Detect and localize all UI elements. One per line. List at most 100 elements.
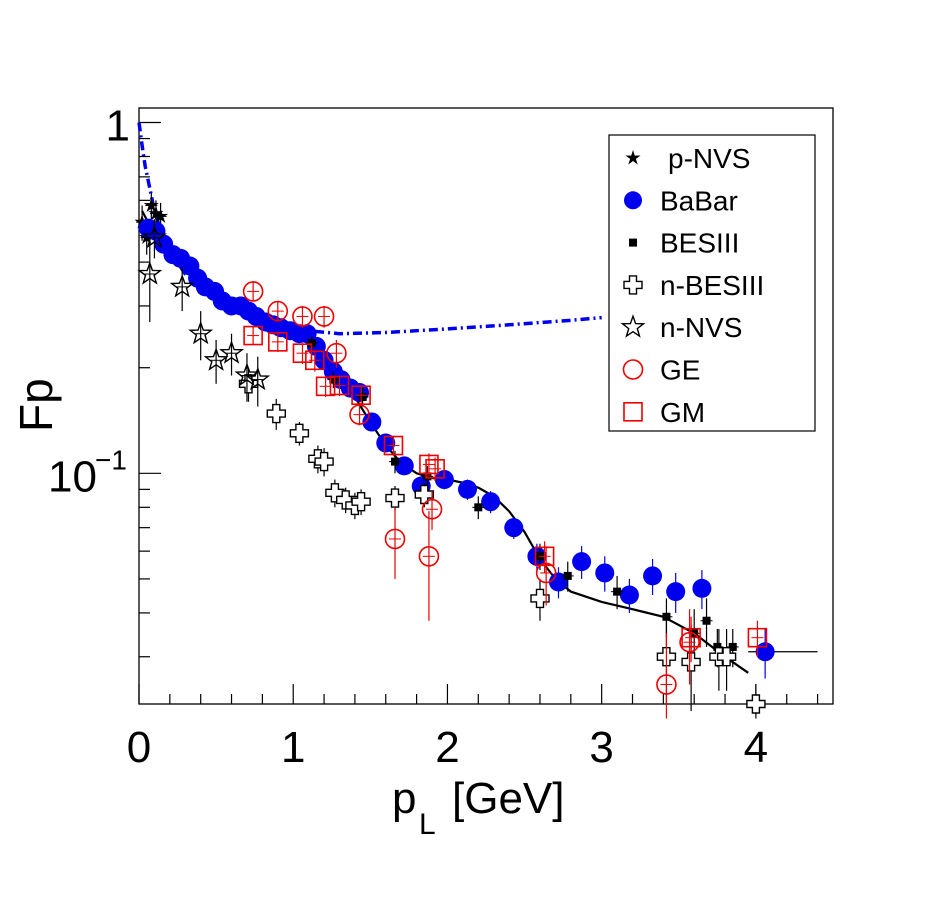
data-point [746, 694, 766, 714]
data-point [313, 306, 335, 327]
data-point [242, 281, 264, 302]
data-point [613, 587, 622, 596]
data-point [423, 472, 432, 481]
data-point [474, 503, 483, 512]
data-point [385, 488, 405, 508]
legend-item-n-besiii: n-BESIII [623, 270, 764, 301]
data-point [203, 347, 229, 371]
data-point [530, 588, 550, 609]
data-point [329, 375, 350, 396]
legend-marker [629, 238, 637, 247]
legend-marker [625, 150, 641, 165]
data-point [481, 492, 501, 512]
data-point [716, 647, 737, 667]
data-point [349, 404, 370, 425]
data-point [326, 342, 347, 364]
data-point [755, 642, 775, 662]
data-point [414, 484, 434, 505]
legend-marker [620, 314, 646, 338]
x-axis-label-unit: [GeV] [452, 774, 565, 823]
data-point [656, 674, 677, 695]
data-point [292, 343, 313, 363]
data-point [572, 552, 592, 572]
data-point [362, 412, 382, 432]
data-point [666, 582, 686, 602]
data-point [643, 566, 663, 586]
data-point [358, 393, 367, 402]
data-point [563, 571, 572, 580]
data-point [384, 528, 406, 550]
data-point [153, 208, 169, 223]
legend-marker [623, 401, 643, 422]
data-point [329, 375, 338, 384]
data-point [267, 300, 289, 322]
data-point [143, 197, 159, 212]
data-point [266, 403, 286, 424]
legend-box [608, 134, 816, 432]
data-point [434, 470, 454, 490]
data-point [383, 435, 404, 456]
data-point [702, 616, 711, 625]
x-axis-label-subscript: L [419, 808, 436, 841]
legend-label: GM [660, 397, 705, 428]
legend-marker [624, 191, 642, 210]
legend-item-p-nvs: p-NVS [625, 143, 750, 174]
series-n-nvs [137, 219, 271, 407]
data-point [535, 562, 557, 584]
legend-label: BaBar [660, 185, 738, 216]
legend: p-NVS BaBar BESIII n-BESIII n-NVS GE GM [608, 134, 816, 432]
data-point [391, 457, 400, 466]
data-point [457, 479, 477, 499]
data-point [188, 320, 214, 345]
legend-marker [622, 359, 644, 380]
data-point [245, 366, 271, 391]
x-axis-label-main: p [392, 774, 416, 823]
x-tick-label: 3 [589, 723, 613, 772]
data-point [419, 454, 439, 475]
data-point [169, 273, 195, 298]
data-point [351, 492, 371, 512]
data-point [662, 612, 671, 621]
plot-frame [138, 107, 834, 705]
legend-label: n-BESIII [660, 270, 764, 301]
data-point [425, 459, 445, 479]
legend-label: GE [660, 355, 700, 386]
data-point [351, 385, 371, 405]
data-point [315, 376, 336, 397]
x-tick-label: 4 [744, 723, 768, 772]
data-point [142, 224, 167, 249]
legend-item-n-nvs: n-NVS [620, 312, 742, 343]
data-point [243, 325, 263, 346]
data-point [692, 578, 712, 598]
data-point [307, 339, 316, 348]
y-tick-label: 10 [48, 452, 97, 501]
data-point [421, 498, 443, 520]
legend-item-ge: GE [622, 355, 700, 386]
x-tick-label: 1 [281, 723, 305, 772]
data-point [219, 340, 244, 364]
data-point [679, 631, 700, 653]
legend-label: n-NVS [660, 312, 742, 343]
data-point [418, 546, 440, 567]
legend-item-besiii: BESIII [629, 228, 739, 259]
data-point [267, 332, 288, 352]
tick-labels: 0 1 2 3 4 1 10−1 [48, 102, 768, 772]
y-tick-label: 1 [106, 102, 130, 151]
data-point [713, 642, 722, 651]
data-point [595, 563, 615, 583]
data-point [681, 627, 701, 648]
data-point [376, 433, 396, 453]
data-point [292, 306, 313, 327]
data-point [747, 627, 768, 648]
legend-item-gm: GM [623, 397, 705, 428]
series-ge [242, 281, 700, 719]
y-axis-label: Fp [10, 378, 62, 432]
legend-label: p-NVS [668, 143, 750, 174]
data-point [305, 350, 325, 371]
dash-dot-curve [137, 122, 602, 336]
series-gm [243, 325, 768, 662]
data-point [289, 423, 310, 443]
legend-label: BESIII [660, 228, 739, 259]
data-point [728, 642, 737, 651]
